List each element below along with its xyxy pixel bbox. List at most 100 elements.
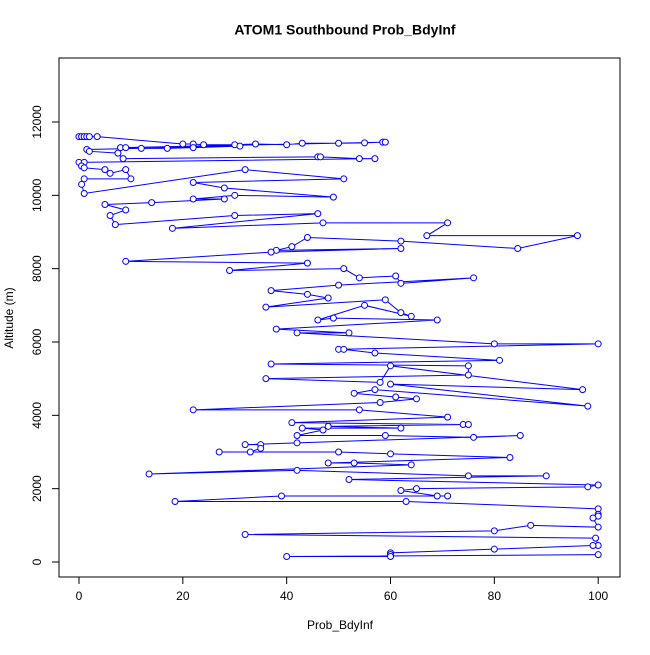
data-point [579, 386, 587, 394]
data-point [145, 470, 153, 478]
data-point [319, 219, 327, 227]
data-point [376, 378, 384, 386]
data-point [412, 395, 420, 403]
data-point [122, 257, 130, 265]
data-point [381, 431, 389, 439]
data-point [220, 195, 228, 203]
data-point [78, 180, 86, 188]
data-point [303, 259, 311, 267]
data-point [231, 211, 239, 219]
data-point [267, 360, 275, 368]
data-point [464, 362, 472, 370]
data-point [387, 362, 395, 370]
data-point [340, 265, 348, 273]
data-point [340, 345, 348, 353]
data-point [397, 424, 405, 432]
data-point [392, 393, 400, 401]
data-point [516, 431, 524, 439]
plot-frame [58, 57, 621, 578]
data-point [397, 237, 405, 245]
data-point [80, 175, 88, 183]
data-point [303, 233, 311, 241]
data-point [381, 296, 389, 304]
data-point [293, 439, 301, 447]
data-point [168, 224, 176, 232]
x-tick-label: 0 [76, 589, 83, 603]
data-point [397, 487, 405, 494]
data-point [252, 140, 260, 148]
data-point [137, 144, 145, 152]
data-point [329, 193, 337, 201]
data-point [594, 551, 602, 559]
data-point [402, 498, 410, 506]
data-point [444, 219, 452, 227]
data-point [122, 144, 130, 152]
data-point [257, 444, 265, 452]
data-point [189, 406, 197, 414]
data-point [584, 402, 592, 410]
data-point [293, 466, 301, 474]
data-point [298, 424, 306, 432]
data-point [490, 340, 498, 348]
data-point [376, 398, 384, 406]
data-point [527, 521, 535, 529]
data-point [262, 375, 270, 383]
data-point [335, 139, 343, 147]
data-point [407, 461, 415, 469]
data-point [114, 149, 122, 157]
data-point [444, 492, 452, 500]
data-point [423, 232, 431, 240]
data-point [397, 309, 405, 317]
data-point [288, 243, 296, 251]
data-point [329, 314, 337, 322]
data-point [200, 141, 208, 149]
y-tick-label: 6000 [30, 328, 44, 355]
data-point [594, 481, 602, 489]
data-point [589, 514, 597, 522]
data-point [444, 413, 452, 421]
data-point [324, 294, 332, 302]
data-point [355, 406, 363, 414]
data-point [594, 523, 602, 531]
data-point [293, 431, 301, 439]
data-point [464, 371, 472, 379]
data-point [122, 166, 130, 174]
data-point [350, 459, 358, 467]
data-point [490, 545, 498, 553]
y-tick-label: 4000 [30, 402, 44, 429]
data-point [101, 200, 109, 208]
y-tick-label: 8000 [30, 255, 44, 282]
data-point [355, 274, 363, 282]
y-tick-label: 10000 [30, 178, 44, 212]
x-tick-label: 20 [176, 589, 190, 603]
data-point [392, 272, 400, 280]
data-point [361, 301, 369, 309]
data-point [589, 542, 597, 550]
data-point [319, 426, 327, 434]
data-point [345, 475, 353, 483]
x-axis-title: Prob_BdyInf [307, 618, 374, 632]
data-point [381, 138, 389, 146]
data-point [241, 441, 249, 449]
data-point [288, 419, 296, 427]
y-axis-title: Altitude (m) [2, 287, 16, 348]
data-point [464, 420, 472, 428]
data-point [433, 492, 441, 500]
data-point [407, 312, 415, 320]
data-point [387, 553, 395, 561]
data-point [272, 325, 280, 333]
data-point [470, 433, 478, 441]
x-tick-label: 100 [588, 589, 608, 603]
data-point [387, 450, 395, 458]
data-point [506, 453, 514, 461]
data-point [122, 206, 130, 214]
data-point [397, 244, 405, 252]
data-point [573, 232, 581, 240]
data-point [80, 164, 88, 172]
data-point [355, 155, 363, 163]
data-point [246, 448, 254, 456]
data-point [314, 210, 322, 218]
data-point [189, 178, 197, 186]
